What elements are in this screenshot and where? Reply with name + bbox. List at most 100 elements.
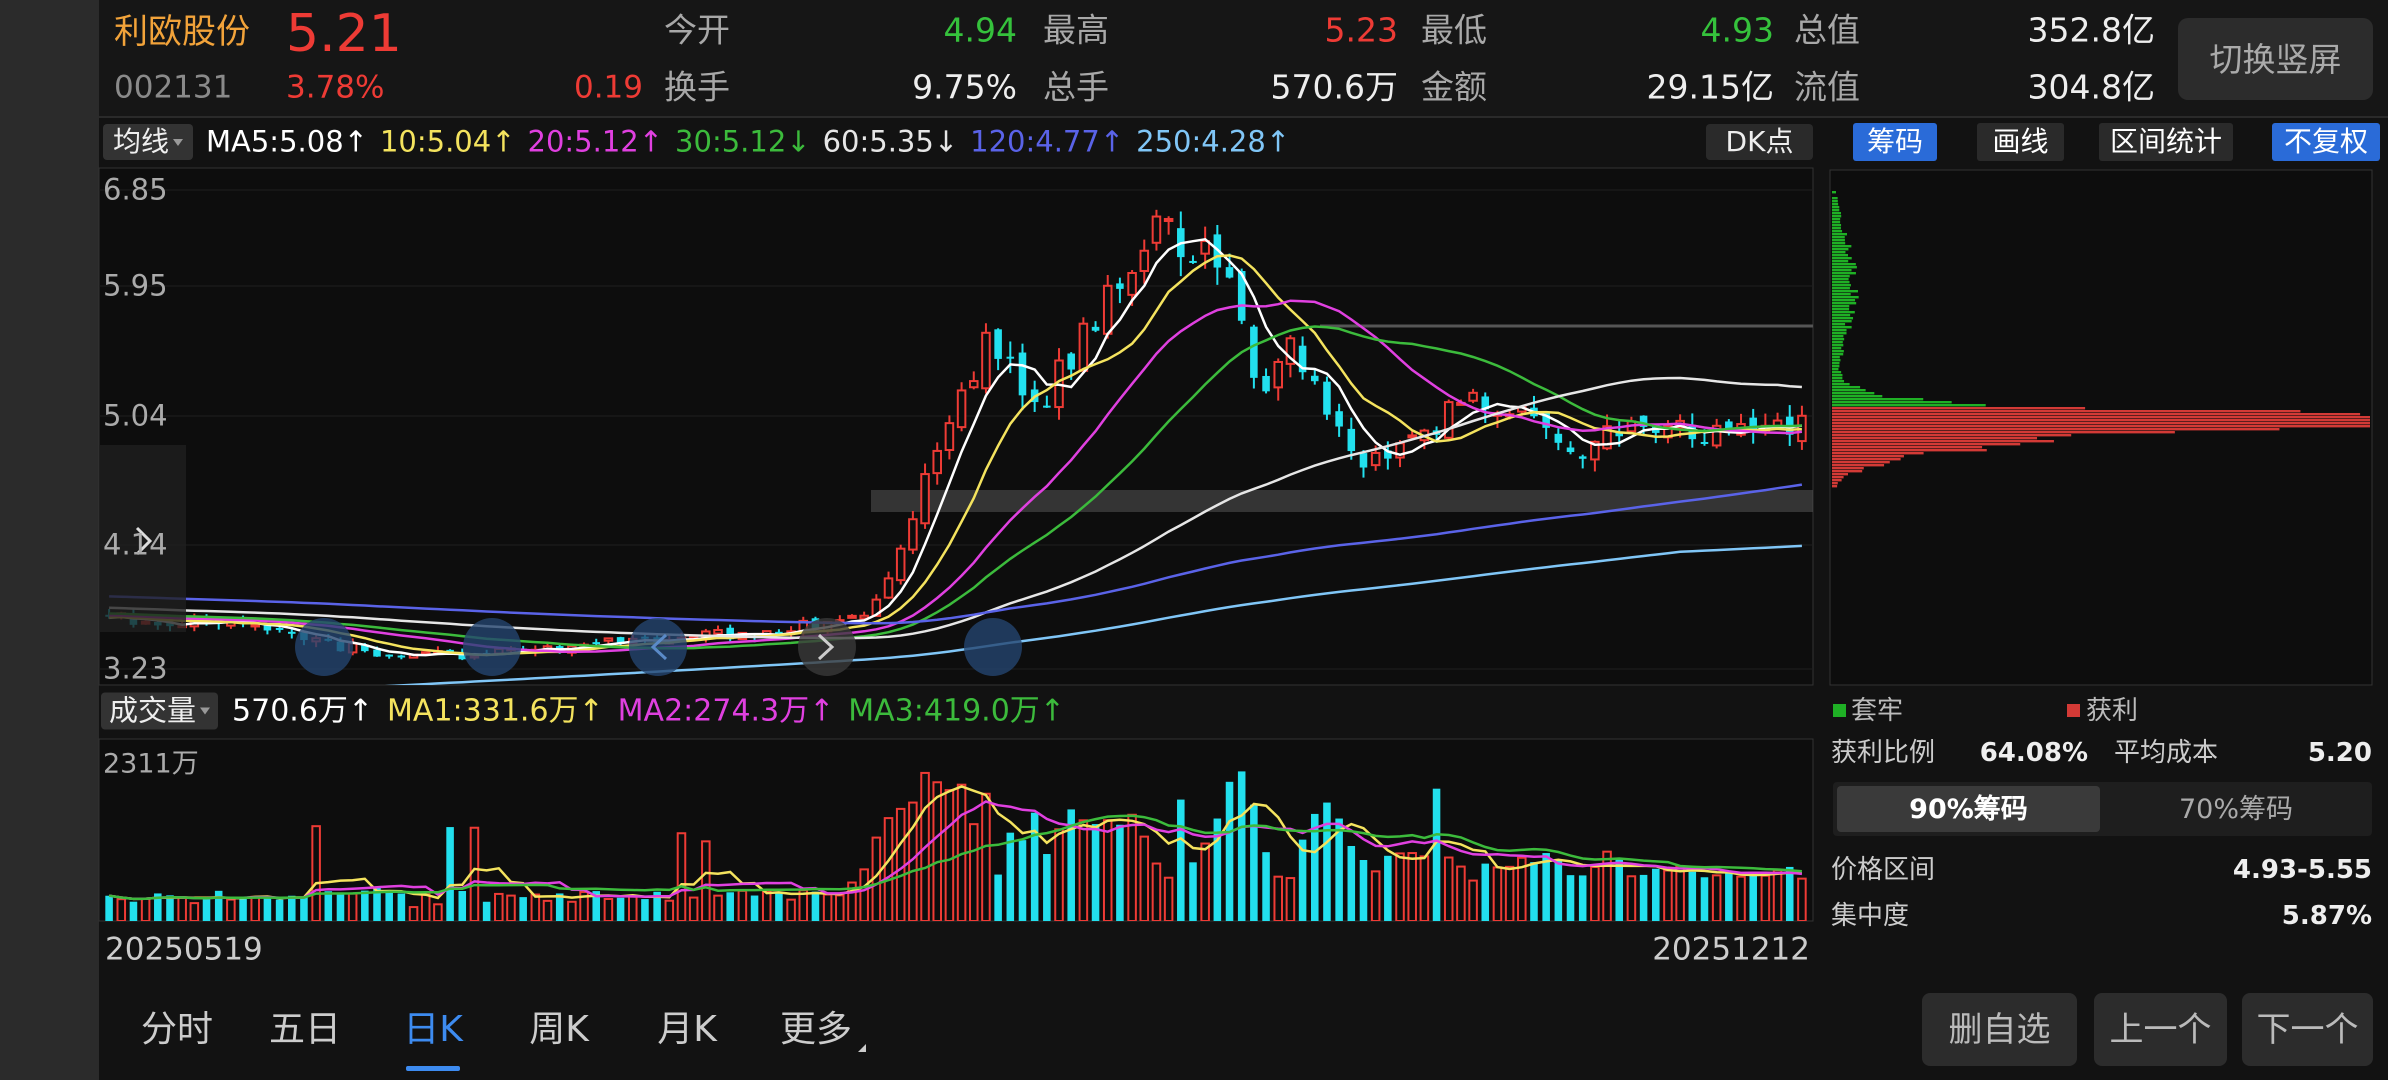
volume-bar <box>627 895 638 921</box>
volume-bar <box>140 897 151 921</box>
volume-value: MA3:419.0万↑ <box>848 693 1065 728</box>
action-button-label: 上一个 <box>2109 1009 2212 1050</box>
candle-body <box>1189 260 1197 263</box>
volume-bar <box>835 894 845 921</box>
ma-line <box>109 254 1802 657</box>
chip-bar <box>1832 422 2370 425</box>
candle-body <box>1200 240 1210 255</box>
volume-bar <box>397 893 406 921</box>
volume-bar <box>433 903 443 921</box>
volume-bar <box>1456 865 1466 921</box>
stat-value: 5.23 <box>1324 10 1398 50</box>
volume-bar <box>1736 875 1746 921</box>
chip-bar <box>1832 341 1843 344</box>
chip-bar <box>1832 329 1847 332</box>
volume-bar <box>385 890 393 921</box>
volume-bar <box>579 890 589 921</box>
dk-button[interactable]: DK点 <box>1706 124 1813 160</box>
ma-legend: MA5:5.08↑ 10:5.04↑ 20:5.12↑ 30:5.12↓ 60:5.35… <box>206 127 1290 157</box>
price-axis-label: 5.04 <box>103 398 168 433</box>
chip-bar <box>1832 326 1852 329</box>
chip-bar <box>1832 425 2370 428</box>
chips-value: 5.87% <box>2281 901 2372 931</box>
period-tab[interactable]: 五日 <box>268 1009 342 1050</box>
candle-body <box>1298 345 1307 373</box>
volume-bar <box>932 781 943 921</box>
tool-button[interactable]: 区间统计 <box>2099 123 2233 161</box>
chip-bar <box>1832 416 2370 419</box>
chip-bar <box>1832 320 1852 323</box>
volume-ma-line <box>108 814 1803 901</box>
period-tab[interactable]: 日K <box>403 1009 463 1050</box>
chips-tab[interactable]: 90%筹码 <box>1837 786 2100 832</box>
chip-bar <box>1832 263 1856 266</box>
chip-bar <box>1832 410 2301 413</box>
action-button[interactable]: 删自选 <box>1922 993 2077 1066</box>
volume-bar <box>1468 879 1478 921</box>
volume-bar <box>676 832 687 921</box>
period-tab[interactable]: 周K <box>529 1009 589 1050</box>
ma-selector-label: 均线 <box>112 125 169 158</box>
volume-bar <box>1542 853 1550 921</box>
chip-bar <box>1832 317 1854 320</box>
candle-body <box>1468 391 1478 402</box>
candle-body <box>1285 337 1296 365</box>
price-axis-label: 4.14 <box>103 527 168 562</box>
price-axis-label: 5.95 <box>103 268 168 303</box>
nav-circle <box>295 618 353 676</box>
volume-bar <box>1785 866 1794 921</box>
volume-bar <box>1237 771 1246 921</box>
chip-bar <box>1832 275 1850 278</box>
period-tab[interactable]: 月K <box>657 1009 717 1050</box>
legend-swatch <box>1833 704 1846 717</box>
tool-button[interactable]: 不复权 <box>2272 123 2380 161</box>
volume-bar <box>1651 868 1660 921</box>
chips-tab[interactable]: 70%筹码 <box>2102 786 2370 832</box>
nav-circle <box>964 618 1022 676</box>
volume-bar <box>883 817 894 921</box>
volume-bar <box>154 893 162 921</box>
dropdown-icon <box>173 138 183 146</box>
volume-bar <box>1018 840 1027 921</box>
volume-bar <box>1006 832 1015 921</box>
chip-bar <box>1832 332 1847 335</box>
volume-bar <box>458 891 467 921</box>
chip-bar <box>1832 281 1850 284</box>
chip-bar <box>1832 428 2280 431</box>
volume-ma-line <box>108 800 1803 901</box>
volume-bar <box>482 901 491 921</box>
date-start: 20250519 <box>105 931 263 968</box>
volume-bar <box>1030 812 1039 921</box>
period-tab[interactable]: 更多 <box>779 1009 853 1050</box>
candle-body <box>908 518 918 551</box>
tool-button[interactable]: 画线 <box>1977 123 2064 161</box>
volume-bar <box>822 893 833 921</box>
candle-body <box>361 644 369 652</box>
chip-bar <box>1832 458 1901 461</box>
action-button[interactable]: 下一个 <box>2242 993 2373 1066</box>
candle-body <box>1127 271 1137 296</box>
candle-body <box>726 627 734 640</box>
volume-bar <box>506 894 516 921</box>
action-button[interactable]: 上一个 <box>2094 993 2227 1066</box>
candle-body <box>895 547 906 582</box>
candle-body <box>1481 396 1490 410</box>
chip-bar <box>1832 356 1840 359</box>
tool-button[interactable]: 筹码 <box>1853 123 1937 161</box>
nav-icon <box>817 633 835 661</box>
volume-selector[interactable]: 成交量 <box>101 692 219 730</box>
volume-bar <box>1626 875 1637 921</box>
volume-bar <box>994 874 1002 921</box>
orientation-button[interactable]: 切换竖屏 <box>2178 18 2373 100</box>
volume-bar <box>1370 870 1381 921</box>
candle-body <box>250 623 261 628</box>
chip-bar <box>1832 200 1838 203</box>
chip-bar <box>1832 470 1863 473</box>
candle-body <box>883 577 894 599</box>
volume-bar <box>1615 859 1624 921</box>
ma-selector[interactable]: 均线 <box>103 124 193 160</box>
period-tab[interactable]: 分时 <box>140 1009 214 1050</box>
nav-circle <box>463 618 521 676</box>
chip-bar <box>1832 212 1842 215</box>
volume-bar <box>775 892 783 921</box>
